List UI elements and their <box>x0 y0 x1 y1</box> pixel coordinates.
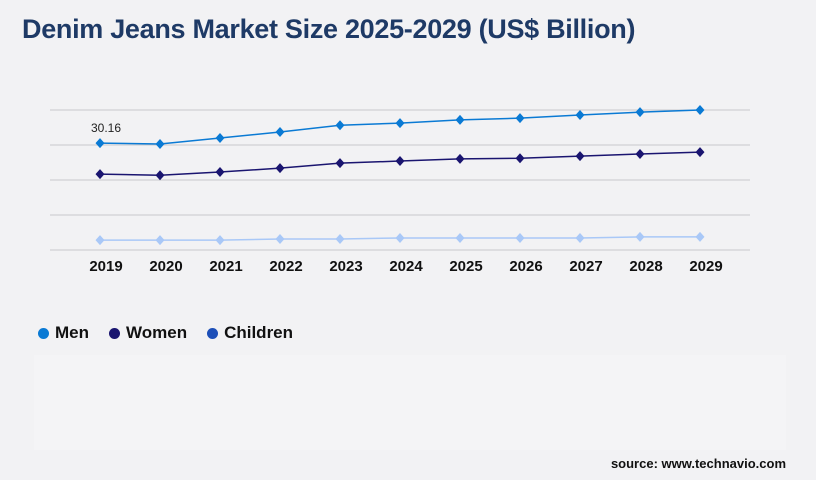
data-point <box>515 232 525 243</box>
x-tick-label: 2020 <box>149 258 182 275</box>
data-point <box>95 235 105 246</box>
legend-label: Children <box>224 323 294 342</box>
data-point <box>335 234 345 245</box>
data-point <box>155 170 165 181</box>
legend-marker <box>207 327 219 339</box>
x-tick-label: 2023 <box>329 258 362 275</box>
legend-label: Men <box>55 323 89 342</box>
data-point <box>395 232 405 243</box>
data-point <box>575 151 585 162</box>
data-point <box>575 232 585 243</box>
data-point <box>215 235 225 246</box>
lower-panel <box>34 355 786 450</box>
data-point <box>275 126 285 137</box>
x-tick-label: 2025 <box>449 258 482 275</box>
legend-item-children[interactable]: Children <box>207 323 293 343</box>
data-point <box>635 148 645 159</box>
x-tick-label: 2022 <box>269 258 302 275</box>
data-point <box>635 231 645 242</box>
data-point <box>335 120 345 131</box>
legend-marker <box>109 327 120 339</box>
data-point <box>695 147 705 158</box>
legend-label: Women <box>126 323 188 342</box>
data-point <box>395 118 405 129</box>
data-label: 30.16 <box>91 121 121 135</box>
x-tick-label: 2026 <box>509 258 542 275</box>
x-tick-label: 2019 <box>89 258 122 275</box>
data-point <box>695 231 705 242</box>
line-chart: 2019 2020 2021 2022 2023 2024 2025 2026 2027 2028… <box>50 105 750 275</box>
legend-item-women[interactable]: Women <box>109 323 187 343</box>
data-point <box>95 169 105 180</box>
source-text: source: www.technavio.com <box>610 456 786 471</box>
data-point <box>395 156 405 167</box>
chart-title: Denim Jeans Market Size 2025-2029 (US$ B… <box>22 14 636 44</box>
data-point <box>455 153 465 164</box>
data-point <box>275 234 285 245</box>
data-point <box>335 158 345 169</box>
legend-marker <box>38 327 49 339</box>
data-point <box>215 167 225 178</box>
data-point <box>155 235 165 246</box>
data-point <box>455 232 465 243</box>
data-point <box>275 163 285 174</box>
data-point <box>95 138 105 149</box>
x-tick-label: 2021 <box>209 258 242 275</box>
data-point <box>455 114 465 125</box>
data-point <box>515 113 525 124</box>
data-point <box>515 153 525 164</box>
legend-item-men[interactable]: Men <box>38 323 89 343</box>
x-tick-label: 2024 <box>389 258 423 275</box>
data-point <box>575 109 585 120</box>
data-point <box>155 139 165 150</box>
x-tick-label: 2029 <box>689 258 722 275</box>
data-point <box>635 107 645 118</box>
legend: Men Women Children <box>38 323 293 343</box>
data-point <box>695 105 705 115</box>
x-tick-label: 2028 <box>629 258 662 275</box>
x-tick-label: 2027 <box>569 258 602 275</box>
data-point <box>215 133 225 143</box>
